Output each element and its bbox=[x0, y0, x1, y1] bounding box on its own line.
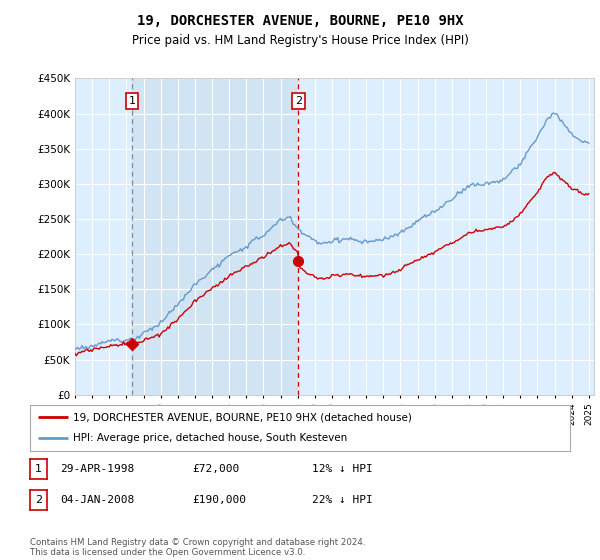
Text: £72,000: £72,000 bbox=[192, 464, 239, 474]
Text: 29-APR-1998: 29-APR-1998 bbox=[60, 464, 134, 474]
Text: 19, DORCHESTER AVENUE, BOURNE, PE10 9HX (detached house): 19, DORCHESTER AVENUE, BOURNE, PE10 9HX … bbox=[73, 412, 412, 422]
Text: 2: 2 bbox=[295, 96, 302, 106]
Text: Contains HM Land Registry data © Crown copyright and database right 2024.
This d: Contains HM Land Registry data © Crown c… bbox=[30, 538, 365, 557]
Text: Price paid vs. HM Land Registry's House Price Index (HPI): Price paid vs. HM Land Registry's House … bbox=[131, 34, 469, 46]
Text: £190,000: £190,000 bbox=[192, 495, 246, 505]
Text: HPI: Average price, detached house, South Kesteven: HPI: Average price, detached house, Sout… bbox=[73, 433, 347, 444]
Text: 2: 2 bbox=[35, 495, 42, 505]
Bar bbox=[132, 78, 298, 395]
Text: 1: 1 bbox=[35, 464, 42, 474]
Text: 1: 1 bbox=[128, 96, 136, 106]
Text: 22% ↓ HPI: 22% ↓ HPI bbox=[312, 495, 373, 505]
Text: 12% ↓ HPI: 12% ↓ HPI bbox=[312, 464, 373, 474]
Text: 04-JAN-2008: 04-JAN-2008 bbox=[60, 495, 134, 505]
Text: 19, DORCHESTER AVENUE, BOURNE, PE10 9HX: 19, DORCHESTER AVENUE, BOURNE, PE10 9HX bbox=[137, 14, 463, 28]
